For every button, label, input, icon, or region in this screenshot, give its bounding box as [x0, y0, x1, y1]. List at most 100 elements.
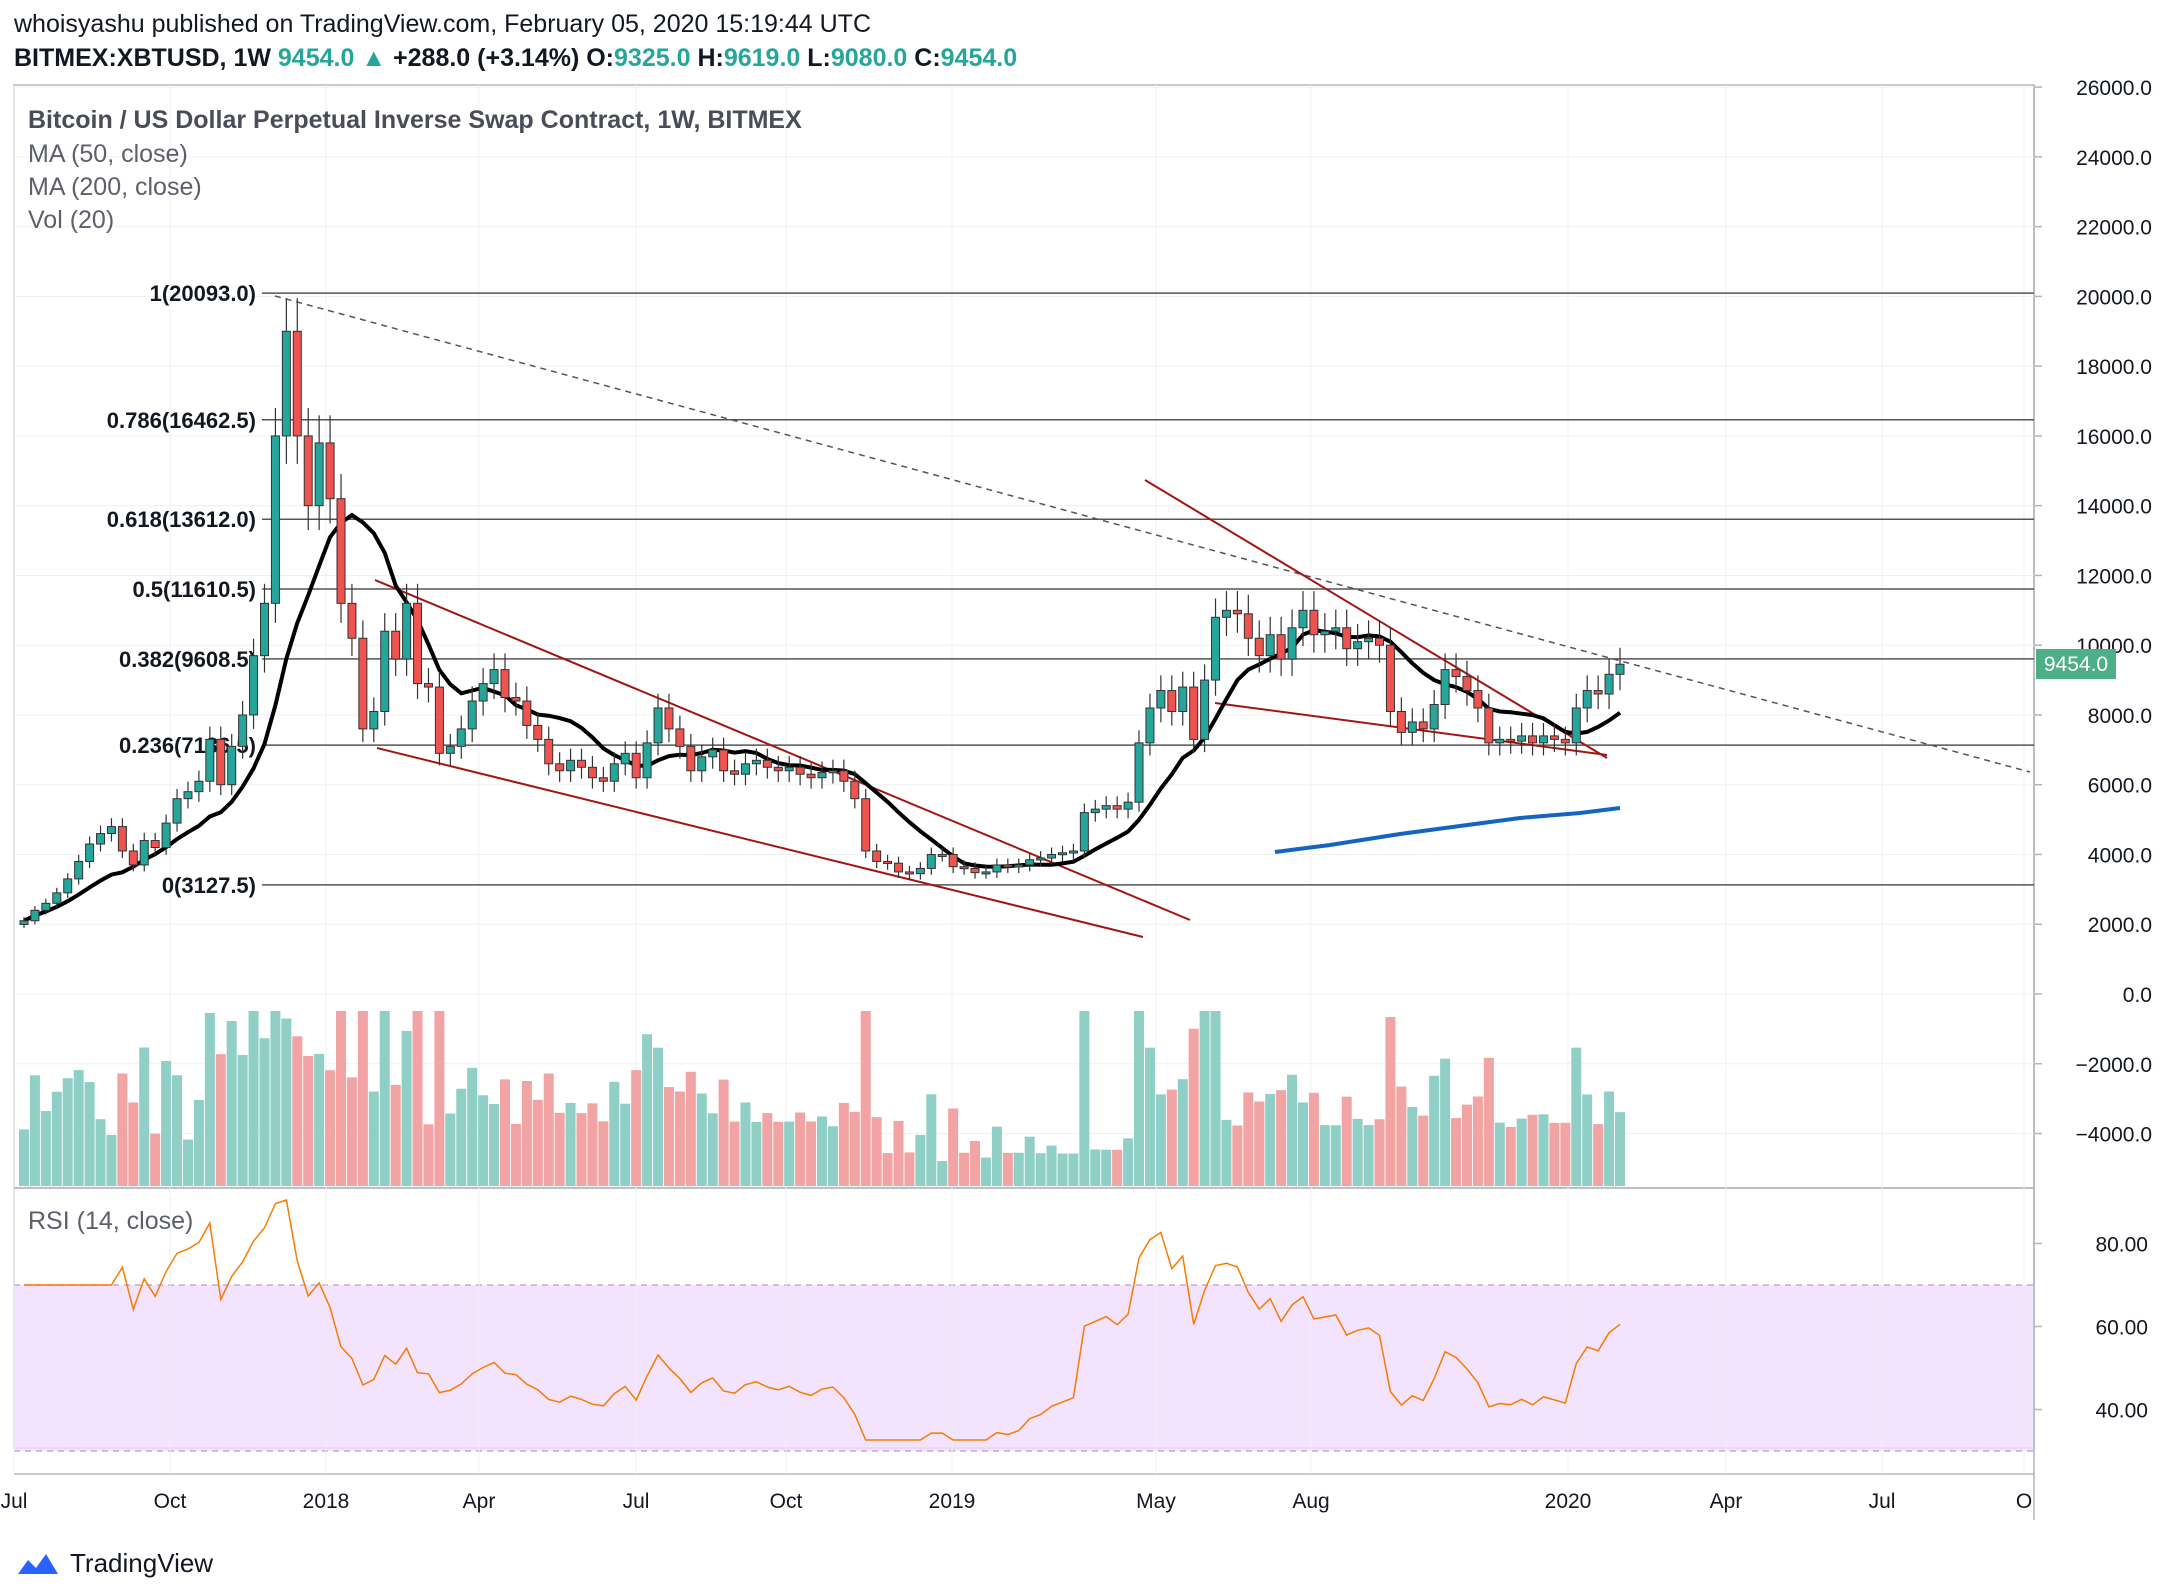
volume-bar [423, 1124, 434, 1186]
rsi-tick-label: 60.00 [2095, 1317, 2148, 1340]
volume-bar [1254, 1101, 1265, 1186]
candle-body [1036, 857, 1046, 861]
main-pane-frame [13, 84, 2035, 1189]
volume-bar [193, 1099, 204, 1186]
volume-bar [609, 1081, 620, 1186]
fib-label: 0.5(11610.5) [132, 577, 256, 602]
volume-bar [1341, 1096, 1352, 1186]
volume-bar [674, 1091, 685, 1186]
volume-bar [991, 1126, 1002, 1186]
volume-bar [1374, 1119, 1385, 1186]
fib-label: 0.382(9608.5) [119, 647, 256, 672]
candle-body [784, 766, 794, 772]
candle-body [1364, 637, 1374, 643]
volume-bar [281, 1018, 292, 1186]
candle-body [391, 630, 401, 660]
candle-body [1593, 690, 1603, 695]
volume-legend[interactable]: Vol (20) [28, 206, 115, 234]
candle-body [194, 780, 204, 793]
volume-bar [631, 1070, 642, 1186]
candle-body [1385, 644, 1395, 712]
volume-bar [1385, 1017, 1396, 1186]
volume-bar [532, 1099, 543, 1186]
candle-body [566, 759, 576, 772]
candle-body [1200, 679, 1210, 740]
candle-body [52, 892, 62, 904]
candle-body [642, 742, 652, 779]
volume-bar [95, 1119, 106, 1186]
volume-bar [620, 1103, 631, 1186]
rsi-legend[interactable]: RSI (14, close) [28, 1207, 194, 1235]
candle-body [1517, 735, 1527, 742]
price-tick-label: −4000.0 [2076, 1124, 2153, 1147]
volume-bar [1560, 1122, 1571, 1186]
volume-bar [117, 1073, 128, 1186]
rsi-tick-label: 80.00 [2095, 1234, 2148, 1257]
candle-body [1145, 707, 1155, 744]
price-tick-label: 18000.0 [2076, 356, 2152, 379]
candle-body [883, 860, 893, 864]
volume-bar [784, 1121, 795, 1186]
volume-bar [1472, 1096, 1483, 1186]
brand-name: TradingView [70, 1548, 214, 1578]
candle-body [1528, 735, 1538, 744]
candle-body [150, 840, 160, 849]
candle-body [1156, 690, 1166, 709]
volume-bar [510, 1123, 521, 1186]
candle-body [1396, 710, 1406, 733]
candle-body [1440, 669, 1450, 705]
ma50-legend[interactable]: MA (50, close) [28, 140, 188, 168]
low-label: L: [807, 44, 831, 72]
volume-bar [1527, 1114, 1538, 1186]
volume-bar [729, 1121, 740, 1186]
candle-body [839, 770, 849, 782]
candle-body [992, 864, 1002, 873]
candle-body [817, 772, 827, 779]
volume-bar [1440, 1058, 1451, 1186]
candle-body [1254, 637, 1264, 657]
time-axis-labels: Jul Oct 2018 Apr Jul Oct 2019 May Aug 2020 Apr Jul O [1, 1490, 2033, 1513]
candle-body [423, 683, 433, 688]
candle-body [270, 435, 280, 604]
volume-bar [696, 1093, 707, 1186]
price-tick-label: 20000.0 [2076, 286, 2152, 309]
tradingview-logo[interactable]: TradingView [14, 1548, 213, 1579]
candle-body [128, 850, 138, 866]
volume-bar [1079, 1011, 1090, 1186]
candle-body [522, 700, 532, 726]
candle-body [719, 749, 729, 772]
candle-body [238, 714, 248, 747]
volume-bar [827, 1126, 838, 1186]
candle-body [686, 745, 696, 772]
candle-body [1451, 669, 1461, 678]
volume-bar [1615, 1112, 1625, 1186]
symbol[interactable]: BITMEX:XBTUSD, 1W [14, 44, 271, 72]
volume-bar [543, 1073, 554, 1186]
volume-bar [1210, 1011, 1221, 1186]
up-arrow-icon: ▲ [361, 44, 387, 72]
volume-bar [401, 1031, 412, 1186]
volume-bar [1112, 1149, 1123, 1186]
candle-body [1418, 721, 1428, 730]
ma200-legend[interactable]: MA (200, close) [28, 173, 202, 201]
candle-body [1298, 609, 1308, 629]
volume-bar [172, 1075, 183, 1186]
candle-body [1068, 850, 1078, 854]
candle-body [1506, 738, 1516, 742]
candle-body [1003, 864, 1013, 868]
candle-body [631, 752, 641, 779]
volume-bar [1418, 1115, 1429, 1186]
volume-bar [1090, 1149, 1101, 1186]
candle-body [183, 791, 193, 800]
candle-body [106, 826, 116, 835]
volume-bar [838, 1102, 849, 1186]
grid [13, 85, 2034, 1474]
volume-bar [970, 1141, 981, 1186]
candle-body [314, 442, 324, 507]
volume-bar [1604, 1091, 1615, 1186]
time-tick-label: Apr [1710, 1490, 1743, 1513]
candle-body [762, 759, 772, 768]
volume-bar [653, 1047, 664, 1186]
volume-bar [1155, 1094, 1166, 1186]
